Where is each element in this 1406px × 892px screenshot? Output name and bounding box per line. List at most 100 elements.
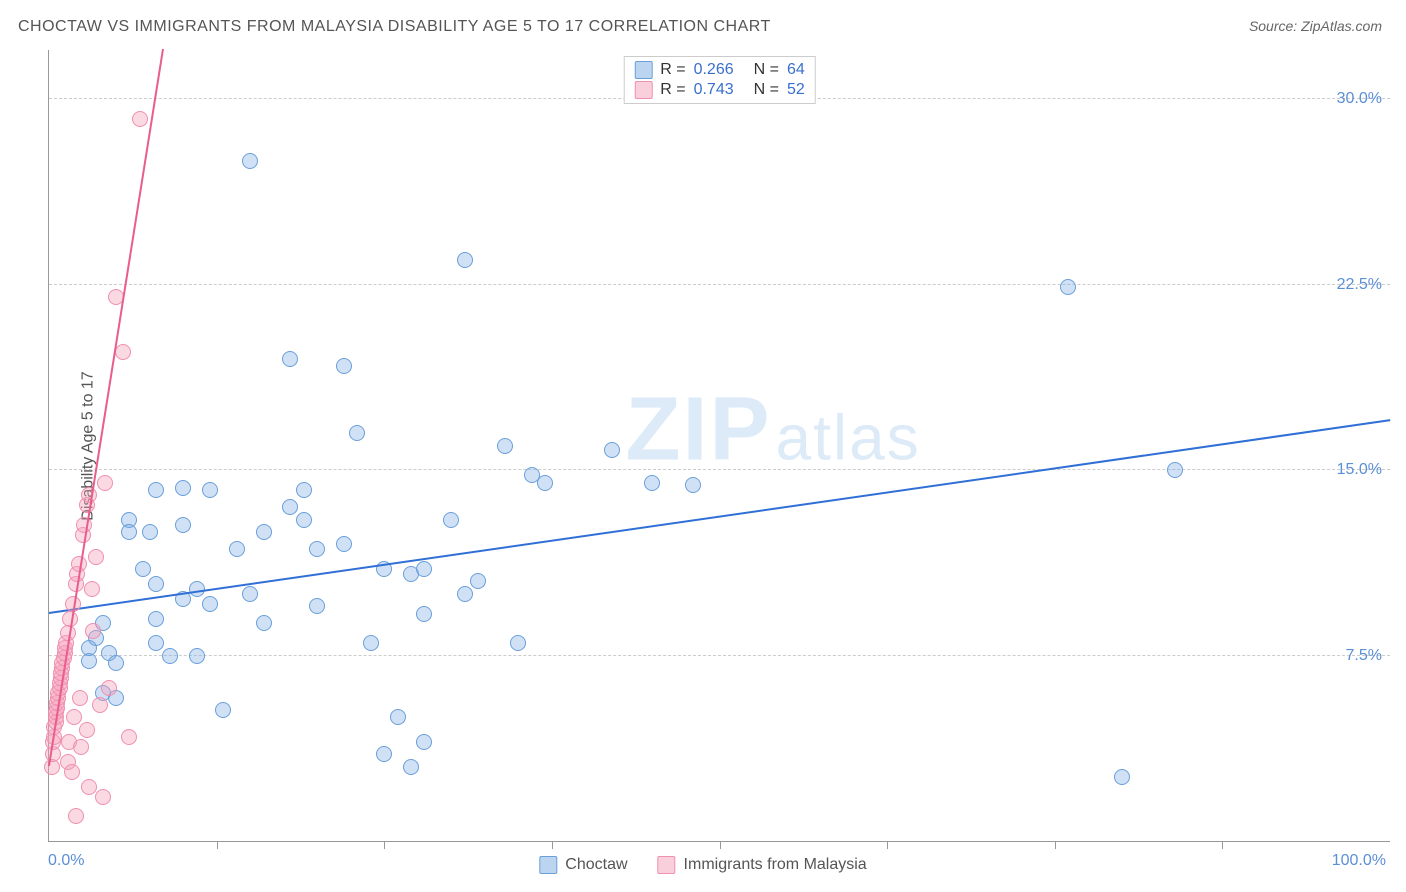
data-point [470,573,486,589]
y-tick-label: 30.0% [1337,90,1382,108]
x-tick [552,841,553,849]
data-point [416,606,432,622]
x-tick [720,841,721,849]
data-point [457,586,473,602]
r-label: R = [660,81,685,99]
data-point [121,729,137,745]
data-point [132,111,148,127]
data-point [64,764,80,780]
data-point [457,252,473,268]
x-tick [384,841,385,849]
data-point [121,524,137,540]
data-point [215,702,231,718]
data-point [510,635,526,651]
data-point [416,561,432,577]
n-label: N = [754,61,779,79]
x-tick-max: 100.0% [1332,852,1386,870]
data-point [685,477,701,493]
legend-label-choctaw: Choctaw [565,856,627,874]
data-point [537,475,553,491]
legend-row-choctaw: R = 0.266 N = 64 [634,61,805,79]
plot-area: ZIP atlas R = 0.266 N = 64 R = 0.743 N =… [48,50,1390,842]
data-point [79,722,95,738]
data-point [242,153,258,169]
data-point [336,358,352,374]
data-point [309,598,325,614]
data-point [336,536,352,552]
data-point [81,779,97,795]
data-point [202,596,218,612]
data-point [108,655,124,671]
n-value-malaysia: 52 [787,81,805,99]
data-point [296,512,312,528]
data-point [148,482,164,498]
gridline [49,284,1390,285]
correlation-legend: R = 0.266 N = 64 R = 0.743 N = 52 [623,56,816,104]
source-name: ZipAtlas.com [1301,18,1382,34]
x-tick [887,841,888,849]
legend-row-malaysia: R = 0.743 N = 52 [634,81,805,99]
data-point [296,482,312,498]
data-point [1060,279,1076,295]
n-value-choctaw: 64 [787,61,805,79]
legend-swatch-pink [658,856,676,874]
data-point [84,581,100,597]
data-point [97,475,113,491]
data-point [73,739,89,755]
data-point [175,517,191,533]
data-point [242,586,258,602]
data-point [604,442,620,458]
data-point [403,759,419,775]
data-point [376,746,392,762]
legend-swatch-blue [634,61,652,79]
legend-item-choctaw: Choctaw [539,856,627,874]
watermark: ZIP atlas [626,378,921,481]
x-tick [1055,841,1056,849]
r-value-choctaw: 0.266 [694,61,734,79]
series-legend: Choctaw Immigrants from Malaysia [539,856,866,874]
y-tick-label: 22.5% [1337,276,1382,294]
y-tick-label: 15.0% [1337,461,1382,479]
gridline [49,655,1390,656]
data-point [115,344,131,360]
trend-line [49,419,1390,614]
source-prefix: Source: [1249,18,1301,34]
y-tick-label: 7.5% [1346,647,1382,665]
data-point [148,611,164,627]
legend-label-malaysia: Immigrants from Malaysia [684,856,867,874]
data-point [135,561,151,577]
data-point [175,480,191,496]
data-point [68,808,84,824]
data-point [1167,462,1183,478]
data-point [390,709,406,725]
legend-swatch-pink [634,81,652,99]
source-attribution: Source: ZipAtlas.com [1249,18,1382,34]
r-label: R = [660,61,685,79]
data-point [1114,769,1130,785]
gridline [49,469,1390,470]
x-tick-min: 0.0% [48,852,84,870]
r-value-malaysia: 0.743 [694,81,734,99]
watermark-atlas: atlas [776,400,921,474]
legend-swatch-blue [539,856,557,874]
data-point [101,680,117,696]
data-point [142,524,158,540]
data-point [162,648,178,664]
data-point [92,697,108,713]
data-point [202,482,218,498]
data-point [88,549,104,565]
data-point [229,541,245,557]
data-point [309,541,325,557]
data-point [76,517,92,533]
data-point [256,524,272,540]
data-point [282,351,298,367]
data-point [85,623,101,639]
watermark-zip: ZIP [626,378,772,481]
data-point [148,635,164,651]
data-point [256,615,272,631]
data-point [189,648,205,664]
legend-item-malaysia: Immigrants from Malaysia [658,856,867,874]
data-point [349,425,365,441]
data-point [282,499,298,515]
data-point [416,734,432,750]
